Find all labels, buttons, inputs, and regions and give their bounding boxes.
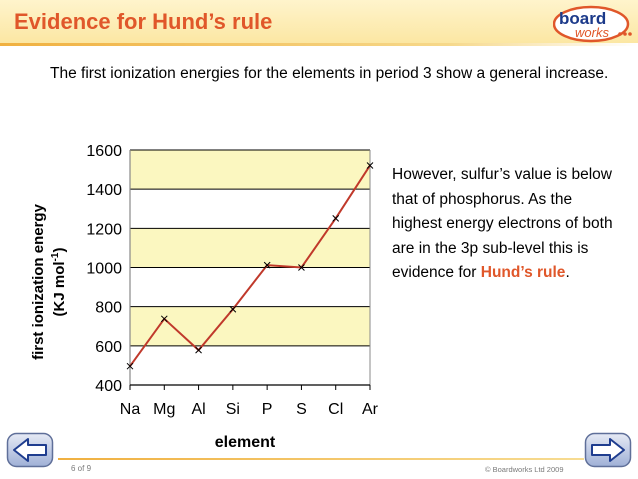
title-bar: Evidence for Hund’s rule <box>0 0 638 46</box>
data-point <box>229 305 237 313</box>
x-tick-label: P <box>262 401 273 418</box>
copyright: © Boardworks Ltd 2009 <box>485 465 564 474</box>
chart-band <box>130 345 370 385</box>
boardworks-logo: board works <box>553 5 632 43</box>
x-tick-label: Mg <box>153 401 175 418</box>
ionization-chart: 1600 1400 1200 1000 800 600 400 Na Mg Al Si P S Cl Ar… <box>30 143 379 451</box>
y-tick-label: 400 <box>95 378 122 395</box>
y-axis-unit: (KJ mol-1) <box>50 248 68 317</box>
data-point <box>332 214 340 222</box>
logo-line2: works <box>575 25 609 40</box>
y-tick-labels: 1600 1400 1200 1000 800 600 400 <box>86 143 122 395</box>
arrow-right-icon <box>591 438 625 462</box>
chart-band <box>130 306 370 346</box>
slide-title: Evidence for Hund’s rule <box>14 9 273 34</box>
y-tick-label: 1200 <box>86 221 122 238</box>
y-tick-label: 800 <box>95 300 122 317</box>
series-line <box>129 164 371 367</box>
chart-band <box>130 189 370 229</box>
page-number: 6 of 9 <box>71 464 92 473</box>
x-tick-label: Si <box>226 401 240 418</box>
explanation-body: However, sulfur’s value is below that of… <box>392 166 613 282</box>
data-point <box>263 261 271 269</box>
chart-bands <box>130 150 370 385</box>
hunds-rule-highlight: Hund’s rule <box>480 264 566 282</box>
y-tick-label: 600 <box>95 339 122 356</box>
x-tick-labels: Na Mg Al Si P S Cl Ar <box>120 401 379 418</box>
x-tick-label: S <box>296 401 307 418</box>
explanation-text: However, sulfur’s value is below that of… <box>392 163 624 286</box>
data-point <box>366 162 374 169</box>
x-tick-label: Ar <box>362 401 379 418</box>
previous-slide-button[interactable] <box>6 432 54 468</box>
x-axis-title: element <box>215 434 276 451</box>
logo-line1: board <box>559 9 606 28</box>
chart-band <box>130 228 370 268</box>
chart-band <box>130 150 370 190</box>
data-markers <box>126 162 374 370</box>
data-point <box>195 346 202 354</box>
arrow-left-icon <box>13 438 47 462</box>
data-point <box>126 362 134 370</box>
explanation-end: . <box>565 264 570 282</box>
chart-grid <box>129 149 371 390</box>
x-tick-label: Cl <box>328 401 343 418</box>
y-axis-title: first ionization energy <box>30 203 47 360</box>
x-tick-label: Al <box>191 401 205 418</box>
next-slide-button[interactable] <box>584 432 632 468</box>
y-tick-label: 1600 <box>86 143 122 160</box>
y-tick-label: 1400 <box>86 182 122 199</box>
x-tick-label: Na <box>120 401 141 418</box>
y-tick-label: 1000 <box>86 261 122 278</box>
data-point <box>298 264 305 271</box>
intro-text: The first ionization energies for the el… <box>50 65 609 82</box>
footer-line <box>58 458 584 460</box>
data-point <box>160 315 168 323</box>
